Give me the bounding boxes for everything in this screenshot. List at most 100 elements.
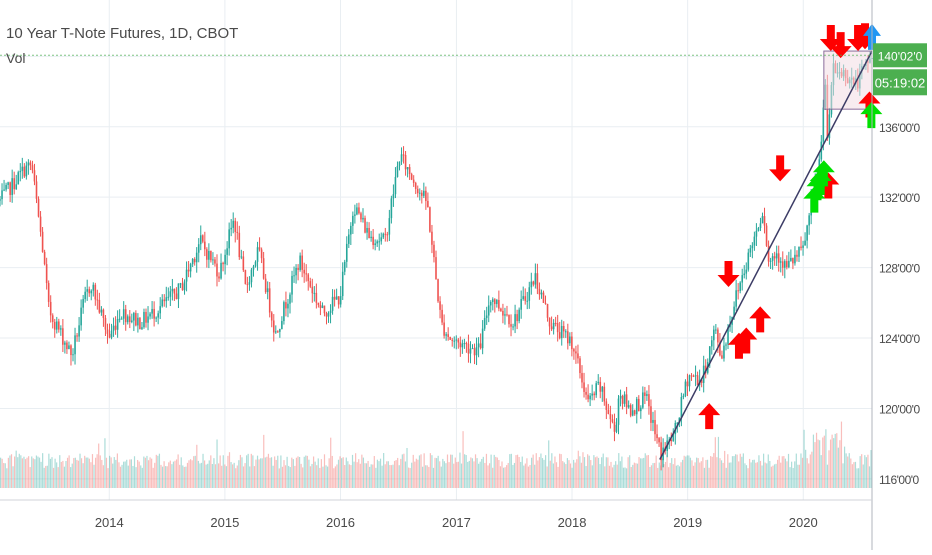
candle-body — [47, 283, 50, 302]
candle-body — [441, 309, 443, 323]
volume-bar — [465, 455, 467, 488]
volume-indicator-label[interactable]: Vol — [6, 50, 26, 66]
volume-bar — [699, 462, 701, 488]
candle-body — [45, 264, 48, 284]
candle-body — [571, 336, 573, 350]
candle-body — [177, 283, 180, 300]
volume-bar — [82, 463, 84, 488]
candle-body — [191, 259, 194, 265]
volume-bar — [668, 467, 670, 488]
volume-bar — [213, 458, 215, 488]
candle-body — [216, 263, 218, 277]
volume-bar — [423, 453, 425, 488]
candle-body — [465, 343, 468, 345]
candle-body — [583, 382, 585, 392]
volume-bar — [428, 466, 430, 488]
candle-body — [68, 345, 70, 350]
volume-bar — [828, 450, 830, 488]
volume-bar — [451, 454, 453, 488]
candle-body — [372, 236, 374, 246]
volume-bar — [692, 465, 695, 488]
candle-body — [354, 214, 356, 216]
candle-body — [475, 347, 478, 356]
candle-body — [581, 373, 583, 383]
candle-body — [189, 264, 192, 272]
volume-bar — [713, 453, 715, 488]
volume-bar — [214, 464, 217, 488]
volume-bar — [230, 462, 232, 488]
volume-bar — [585, 466, 587, 488]
candle-body — [398, 161, 401, 167]
volume-bar — [160, 464, 162, 488]
candle-body — [289, 294, 291, 304]
volume-bar — [420, 454, 422, 488]
candle-body — [544, 302, 547, 304]
candle-body — [765, 225, 768, 246]
volume-bar — [847, 456, 849, 488]
volume-bar — [272, 465, 274, 488]
candle-body — [181, 283, 184, 291]
candle-body — [291, 275, 293, 295]
candle-body — [504, 314, 506, 316]
volume-bar — [784, 458, 786, 488]
volume-bar — [530, 457, 533, 488]
volume-bar — [588, 455, 590, 488]
volume-bar — [543, 459, 545, 488]
volume-bar — [702, 457, 704, 488]
volume-bar — [0, 457, 2, 488]
volume-bar — [362, 457, 365, 488]
volume-bar — [736, 454, 738, 488]
candle-body — [443, 322, 445, 336]
volume-bar — [814, 442, 816, 488]
volume-bar — [202, 453, 204, 488]
volume-bar — [163, 461, 165, 488]
candle-body — [575, 351, 577, 354]
volume-bar — [643, 457, 645, 488]
volume-bar — [77, 460, 80, 488]
y-tick-label: 136'00'0 — [879, 121, 920, 135]
candle-body — [577, 353, 579, 359]
candle-body — [516, 314, 518, 322]
volume-bar — [479, 461, 481, 488]
volume-bar — [682, 459, 684, 488]
buy-arrow — [749, 306, 772, 333]
candle-body — [457, 339, 460, 343]
volume-bar — [211, 464, 213, 488]
volume-bar — [669, 462, 671, 488]
volume-bar — [308, 459, 310, 488]
volume-bar — [780, 462, 782, 488]
volume-bar — [225, 466, 227, 488]
volume-bar — [775, 463, 777, 488]
candle-body — [335, 296, 338, 300]
volume-bar — [680, 462, 682, 488]
volume-bar — [104, 438, 106, 488]
candle-body — [350, 225, 352, 235]
volume-bar — [63, 466, 66, 488]
candle-body — [382, 233, 385, 238]
volume-bar — [191, 460, 193, 488]
volume-bar — [661, 458, 663, 488]
candle-body — [287, 303, 289, 309]
last-price-label: 140'02'0 — [878, 49, 923, 63]
candle-body — [771, 256, 774, 261]
volume-bar — [559, 453, 561, 488]
volume-bar — [795, 453, 797, 488]
candle-body — [86, 289, 88, 292]
candle-body — [603, 386, 606, 402]
candle-body — [692, 375, 695, 377]
volume-bar — [583, 457, 586, 488]
volume-bar — [801, 457, 804, 488]
candle-body — [106, 329, 109, 334]
volume-bar — [302, 467, 304, 488]
volume-bar — [29, 467, 31, 488]
volume-bar — [389, 465, 391, 488]
volume-bar — [625, 468, 628, 488]
volume-bar — [789, 467, 791, 488]
candle-body — [358, 207, 360, 214]
candle-body — [648, 394, 650, 407]
chart-title[interactable]: 10 Year T-Note Futures, 1D, CBOT — [6, 25, 239, 42]
candle-body — [248, 282, 251, 285]
volume-bar — [471, 458, 474, 488]
